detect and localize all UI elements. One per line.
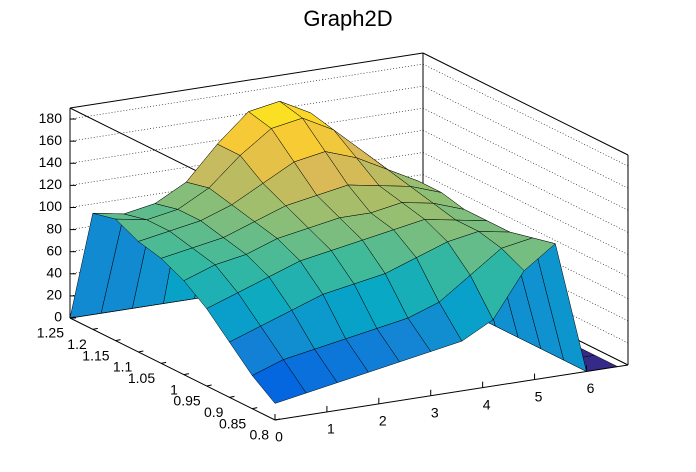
y-tick-label: 1.25 xyxy=(37,325,64,341)
y-tick xyxy=(229,395,235,398)
y-tick xyxy=(274,418,281,421)
x-tick-label: 5 xyxy=(535,388,543,404)
x-tick-label: 0 xyxy=(275,429,283,445)
y-tick xyxy=(161,361,167,364)
grid-line xyxy=(422,174,629,277)
z-tick-label: 120 xyxy=(39,176,63,192)
z-tick-label: 60 xyxy=(46,242,62,258)
grid-line xyxy=(69,130,424,186)
grid-line xyxy=(422,152,629,255)
y-tick xyxy=(115,339,121,342)
box-edge xyxy=(69,52,424,109)
y-tick xyxy=(138,350,144,353)
y-tick-label: 1.15 xyxy=(82,347,109,363)
z-tick-label: 80 xyxy=(46,220,62,236)
z-tick-label: 20 xyxy=(46,287,62,303)
z-tick-label: 40 xyxy=(46,264,62,280)
grid-line xyxy=(69,63,424,120)
x-tick-label: 4 xyxy=(483,396,491,412)
grid-line xyxy=(422,63,629,167)
chart-title: Graph2D xyxy=(303,6,392,31)
grid-line xyxy=(69,107,424,164)
y-tick-label: 0.95 xyxy=(173,393,200,409)
x-tick-label: 2 xyxy=(379,413,387,429)
x-tick-label: 6 xyxy=(587,380,595,396)
y-tick xyxy=(206,384,212,387)
surface-cell xyxy=(251,359,307,404)
x-tick-label: 3 xyxy=(431,404,439,420)
y-tick xyxy=(92,327,98,330)
y-tick xyxy=(183,373,189,376)
z-tick-label: 160 xyxy=(39,132,63,148)
y-tick xyxy=(252,407,258,410)
z-tick-label: 100 xyxy=(39,198,63,214)
box-edge xyxy=(422,52,629,156)
z-tick-label: 140 xyxy=(39,154,63,170)
y-tick-label: 1.1 xyxy=(113,359,133,375)
grid-line xyxy=(422,85,629,189)
y-tick-label: 0.8 xyxy=(250,427,270,443)
x-tick-label: 1 xyxy=(327,421,335,437)
y-tick-label: 1 xyxy=(170,381,178,397)
grid-line xyxy=(422,130,629,233)
y-tick-label: 1.05 xyxy=(128,370,155,386)
grid-line xyxy=(422,107,629,211)
z-tick-label: 0 xyxy=(54,309,62,325)
y-tick xyxy=(69,316,76,319)
grid-line xyxy=(69,85,424,142)
y-tick-label: 0.9 xyxy=(204,404,224,420)
y-tick-label: 0.85 xyxy=(219,415,246,431)
x-axis xyxy=(274,364,629,421)
y-tick-label: 1.2 xyxy=(67,336,87,352)
z-tick-label: 180 xyxy=(39,110,63,126)
y-axis xyxy=(69,317,276,421)
